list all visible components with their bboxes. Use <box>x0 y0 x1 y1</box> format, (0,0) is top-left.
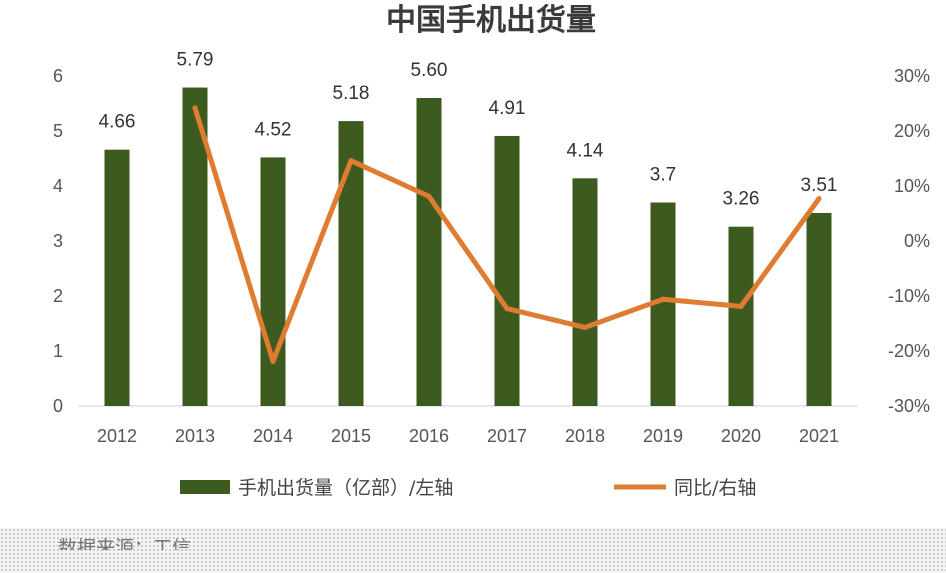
bar <box>806 212 832 406</box>
line-point <box>426 193 432 199</box>
x-tick-label: 2018 <box>565 426 605 446</box>
bar <box>416 98 442 406</box>
x-tick-label: 2014 <box>253 426 293 446</box>
left-tick-label: 2 <box>53 286 63 306</box>
legend-label-line: 同比/右轴 <box>674 477 756 499</box>
bar-data-label: 3.7 <box>650 165 676 186</box>
data-labels: 4.66 5.79 4.52 5.18 5.60 4.91 4.14 3.7 3.26 3.51 <box>99 50 838 210</box>
right-tick-label: 0% <box>904 231 930 251</box>
x-tick-label: 2019 <box>643 426 683 446</box>
bar <box>494 135 520 406</box>
right-tick-label: 30% <box>894 66 930 86</box>
x-tick-label: 2016 <box>409 426 449 446</box>
right-tick-label: -30% <box>888 396 930 416</box>
line-point <box>348 158 354 164</box>
bar-data-label: 5.79 <box>177 50 214 71</box>
bar-data-label: 5.60 <box>411 60 448 81</box>
bar <box>260 157 286 406</box>
legend: 手机出货量（亿部）/左轴 同比/右轴 <box>180 477 756 499</box>
bar-data-label: 3.51 <box>801 175 838 196</box>
legend-swatch-bar <box>180 480 230 494</box>
x-tick-label: 2021 <box>799 426 839 446</box>
source-note: 数据来源：工信 <box>58 537 192 550</box>
right-tick-label: 10% <box>894 176 930 196</box>
bar-data-label: 4.14 <box>567 140 604 161</box>
line-point <box>192 105 198 111</box>
source-note-area: 数据来源：工信 <box>0 528 946 573</box>
left-tick-label: 4 <box>53 176 63 196</box>
left-tick-label: 0 <box>53 396 63 416</box>
x-tick-label: 2020 <box>721 426 761 446</box>
line-point <box>738 303 744 309</box>
x-tick-label: 2015 <box>331 426 371 446</box>
left-tick-label: 3 <box>53 231 63 251</box>
bar-series <box>104 87 832 407</box>
left-tick-label: 6 <box>53 66 63 86</box>
right-tick-label: -20% <box>888 341 930 361</box>
bar <box>572 178 598 406</box>
bar <box>104 149 130 406</box>
bar-data-label: 3.26 <box>723 189 760 210</box>
bar-data-label: 4.66 <box>99 112 136 133</box>
bar-data-label: 5.18 <box>333 83 370 104</box>
line-point <box>816 196 822 202</box>
left-tick-label: 1 <box>53 341 63 361</box>
line-point <box>270 358 276 364</box>
left-tick-label: 5 <box>53 121 63 141</box>
bar-data-label: 4.91 <box>489 98 526 119</box>
chart-title: 中国手机出货量 <box>386 3 596 38</box>
right-axis: -30% -20% -10% 0% 10% 20% 30% <box>888 66 930 416</box>
line-point <box>504 306 510 312</box>
right-tick-label: -10% <box>888 286 930 306</box>
x-tick-label: 2013 <box>175 426 215 446</box>
x-axis: 2012 2013 2014 2015 2016 2017 2018 2019 2020 2021 <box>97 426 839 446</box>
line-series <box>192 105 822 364</box>
bar <box>728 226 754 406</box>
line-point <box>660 296 666 302</box>
bar-data-label: 4.52 <box>255 119 292 140</box>
line-point <box>582 324 588 330</box>
bar <box>338 121 364 406</box>
x-tick-label: 2012 <box>97 426 137 446</box>
legend-label-bar: 手机出货量（亿部）/左轴 <box>238 477 453 499</box>
right-tick-label: 20% <box>894 121 930 141</box>
left-axis: 0 1 2 3 4 5 6 <box>53 66 63 416</box>
x-tick-label: 2017 <box>487 426 527 446</box>
